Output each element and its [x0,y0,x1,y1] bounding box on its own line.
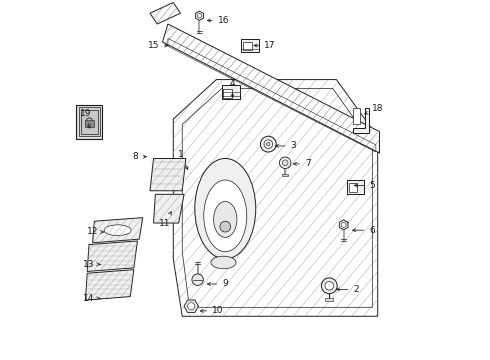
Ellipse shape [260,136,276,152]
Bar [282,174,288,176]
Text: 4: 4 [230,79,235,98]
Polygon shape [150,3,180,24]
Polygon shape [163,24,379,153]
Polygon shape [196,11,203,21]
Ellipse shape [204,180,247,252]
Bar [76,105,102,139]
Polygon shape [150,158,186,191]
Text: 16: 16 [207,16,229,25]
Text: 2: 2 [337,285,359,294]
Text: 7: 7 [294,159,311,168]
Ellipse shape [341,222,346,227]
Text: 6: 6 [353,226,375,235]
Bar [349,183,357,192]
Text: 11: 11 [159,212,171,228]
Text: 10: 10 [200,306,224,315]
Bar [347,180,365,194]
Bar [242,40,259,52]
Ellipse shape [325,282,334,290]
Text: 8: 8 [133,152,147,161]
Polygon shape [153,194,184,223]
Ellipse shape [220,221,231,232]
Bar [325,298,333,301]
Ellipse shape [211,256,236,269]
Polygon shape [87,241,137,271]
Bar [221,85,240,99]
Text: 17: 17 [254,41,276,50]
Polygon shape [173,80,378,316]
Text: 14: 14 [83,294,100,303]
Ellipse shape [264,140,272,148]
Polygon shape [85,270,134,300]
Text: 3: 3 [275,141,296,150]
Text: 5: 5 [354,181,375,190]
Text: 15: 15 [148,41,168,50]
Polygon shape [184,300,198,312]
Bar [223,89,232,98]
Bar [243,42,252,50]
Ellipse shape [195,158,256,259]
Ellipse shape [321,278,337,294]
Text: 12: 12 [87,228,104,237]
Ellipse shape [188,303,195,310]
Text: 19: 19 [80,109,91,128]
Ellipse shape [282,160,288,166]
Ellipse shape [192,274,203,285]
Text: 18: 18 [365,104,384,114]
Text: 9: 9 [207,279,228,288]
Ellipse shape [104,225,131,235]
Polygon shape [93,218,143,243]
Polygon shape [353,108,368,134]
Bar [81,110,98,134]
Text: 13: 13 [83,260,100,269]
Ellipse shape [214,202,237,237]
Polygon shape [339,220,348,230]
Bar [85,121,94,127]
Ellipse shape [279,157,291,168]
Ellipse shape [267,142,270,146]
Ellipse shape [197,14,201,18]
Polygon shape [353,108,360,125]
Bar [79,107,100,136]
Text: 1: 1 [177,150,188,170]
